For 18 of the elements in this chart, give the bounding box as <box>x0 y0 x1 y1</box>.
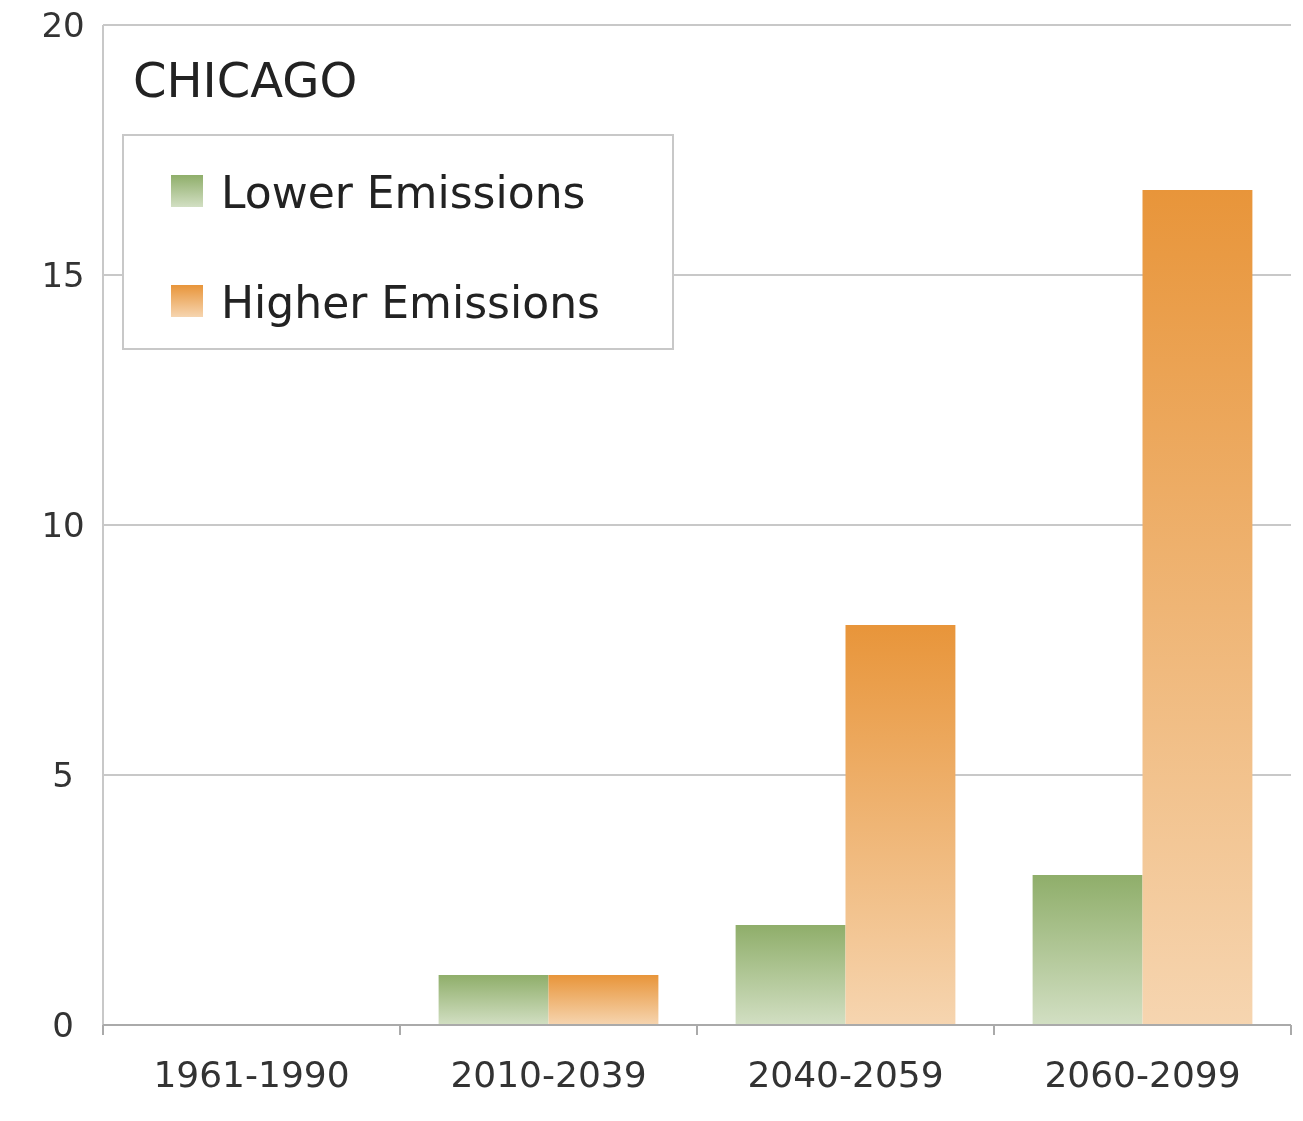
y-tick-label: 20 <box>41 4 85 45</box>
bar <box>1032 875 1143 1025</box>
bar <box>735 925 846 1025</box>
x-tick-label: 1961-1990 <box>153 1054 350 1095</box>
y-tick-label: 5 <box>52 754 74 795</box>
x-tick-label: 2010-2039 <box>450 1054 647 1095</box>
bar <box>438 975 549 1025</box>
text: CHICAGO <box>133 52 358 108</box>
y-tick-label: 10 <box>41 504 85 545</box>
x-tick-label: 2040-2059 <box>747 1054 944 1095</box>
legend-label: Lower Emissions <box>221 167 586 219</box>
legend-label: Higher Emissions <box>221 277 600 329</box>
bar <box>845 625 956 1025</box>
x-tick-label: 2060-2099 <box>1044 1054 1241 1095</box>
y-tick-label: 0 <box>52 1004 74 1045</box>
bar <box>1142 190 1253 1025</box>
bar <box>548 975 659 1025</box>
y-tick-label: 15 <box>41 254 85 295</box>
